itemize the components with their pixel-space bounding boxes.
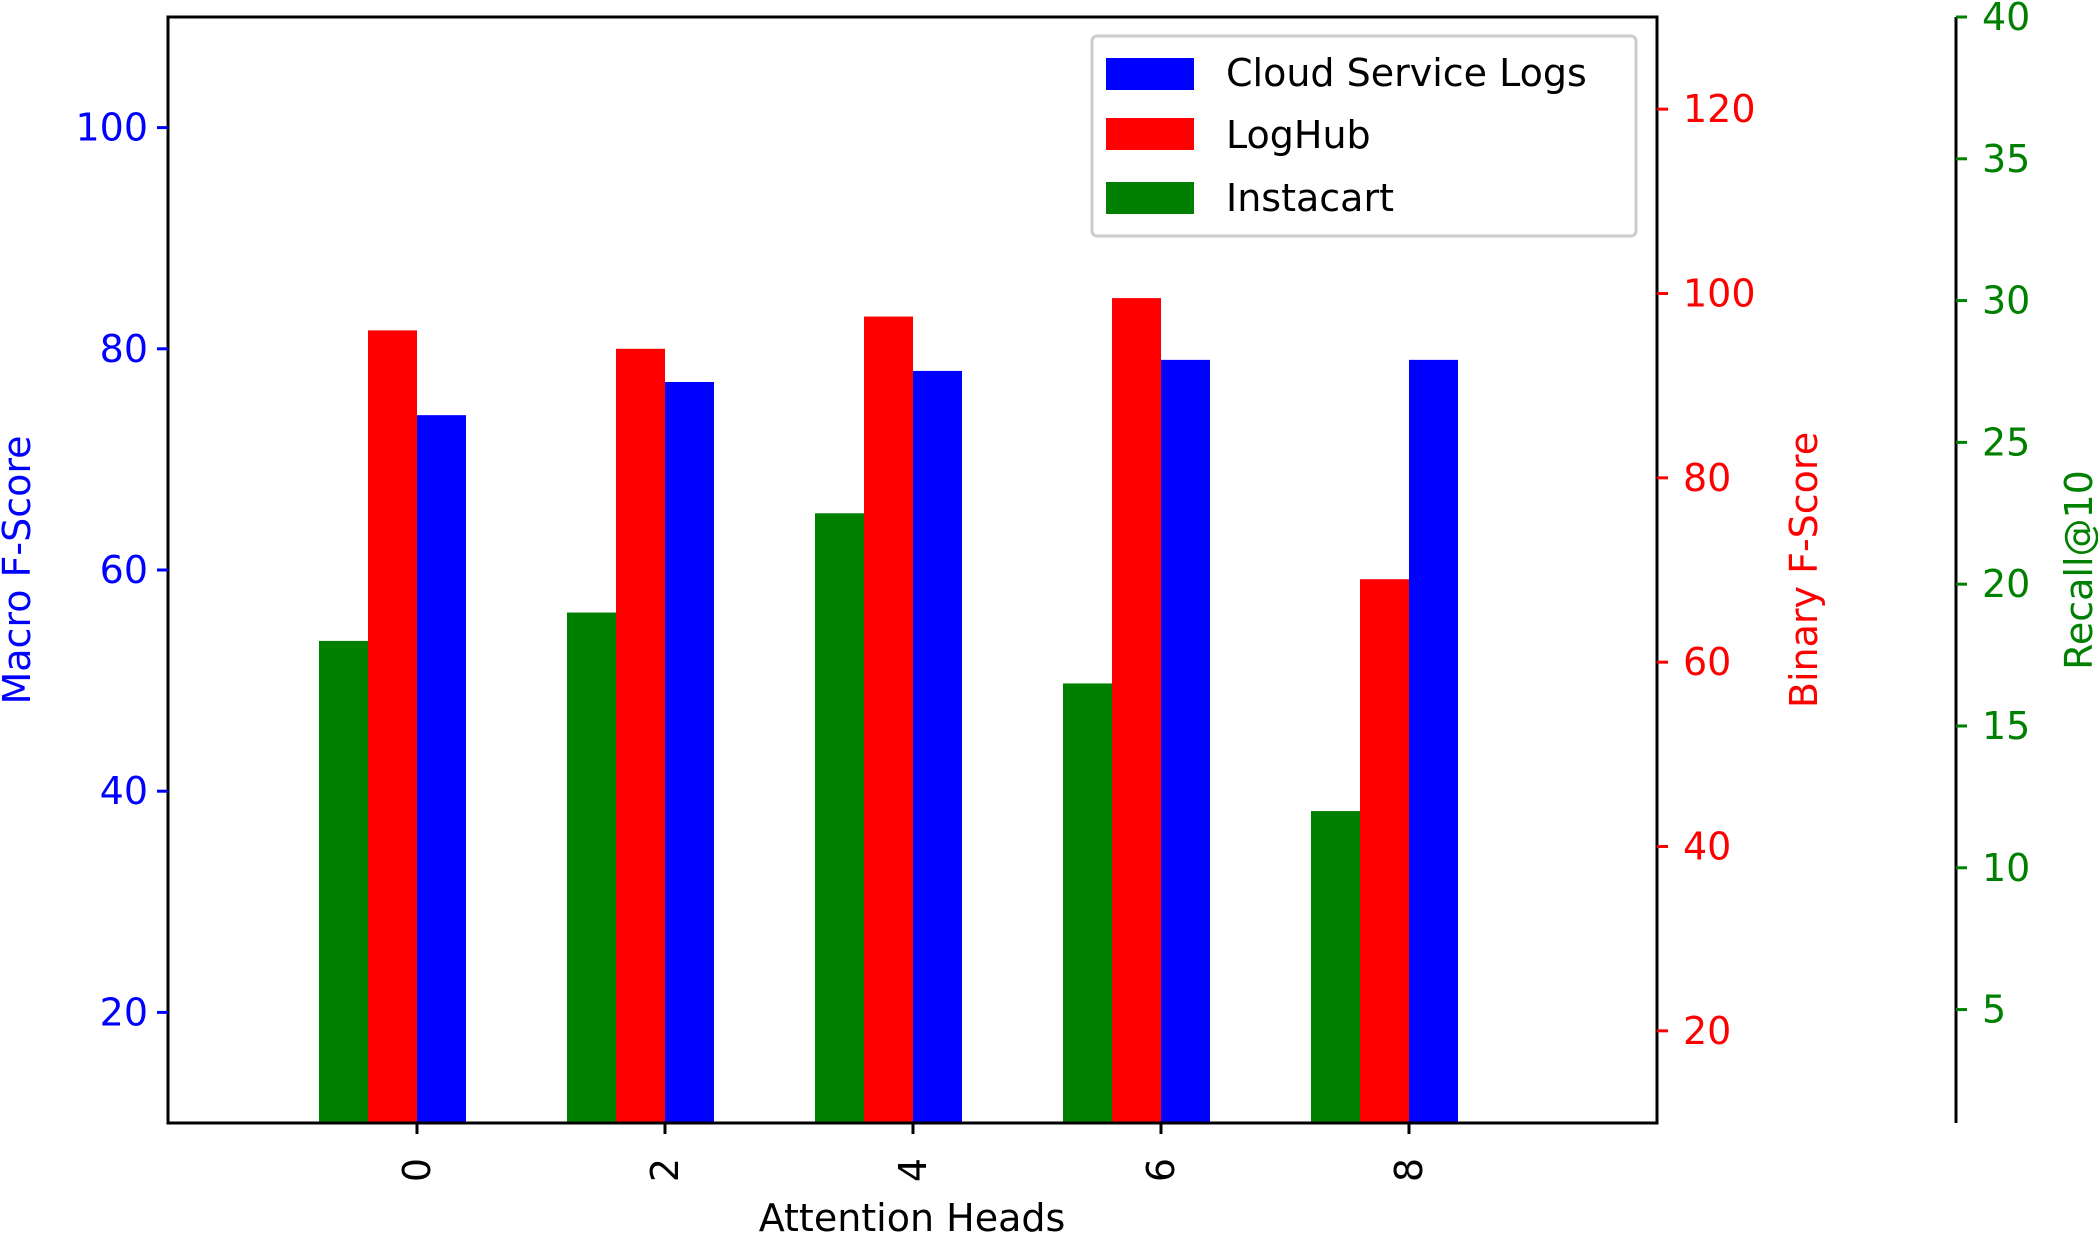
far_right-y-tick-label-10: 10 [1982, 846, 2030, 890]
legend-label-loghub: LogHub [1226, 113, 1371, 157]
bar-instacart-4 [815, 513, 864, 1123]
bar-instacart-8 [1311, 811, 1360, 1123]
legend-frame [1090, 34, 1638, 238]
x-axis: 0 2 4 6 8 [395, 1123, 1431, 1182]
x-tick-label-8: 8 [1387, 1158, 1431, 1182]
x-tick-label-4: 4 [891, 1158, 935, 1182]
right-y-tick-label-20: 20 [1683, 1009, 1731, 1053]
left-y-tick-label-80: 80 [100, 327, 148, 371]
right-y-axis: 20 40 60 80 100 120 [1657, 87, 1756, 1053]
bar-instacart-0 [319, 640, 368, 1123]
bar-loghub-2 [616, 348, 665, 1123]
bar-cloud-service-logs-0 [417, 415, 466, 1123]
far-right-y-axis: 5 10 15 20 25 30 35 40 [1956, 0, 2030, 1032]
right-y-tick-label-60: 60 [1683, 640, 1731, 684]
far_right-y-tick-label-40: 40 [1982, 0, 2030, 39]
bar-loghub-8 [1360, 579, 1409, 1123]
left-y-tick-label-40: 40 [100, 769, 148, 813]
far_right-y-tick-label-5: 5 [1982, 988, 2006, 1032]
right-y-tick-label-100: 100 [1683, 272, 1756, 316]
legend-label-instacart: Instacart [1226, 176, 1394, 220]
legend-swatch-cloud-service-logs [1106, 58, 1194, 90]
bar-loghub-0 [368, 330, 417, 1123]
bar-cloud-service-logs-2 [665, 381, 714, 1124]
far_right-y-tick-label-25: 25 [1982, 420, 2030, 464]
bars-layer [319, 298, 1458, 1124]
bar-cloud-service-logs-4 [913, 370, 962, 1123]
left-y-tick-label-60: 60 [100, 548, 148, 592]
bar-loghub-6 [1112, 298, 1161, 1123]
far_right-y-tick-label-15: 15 [1982, 704, 2030, 748]
legend-swatch-instacart [1106, 182, 1194, 214]
bar-cloud-service-logs-8 [1409, 359, 1458, 1123]
left-y-axis: 20 40 60 80 100 [75, 106, 168, 1034]
bar-instacart-2 [567, 612, 616, 1123]
x-axis-label: Attention Heads [759, 1196, 1066, 1240]
far_right-y-tick-label-20: 20 [1982, 562, 2030, 606]
x-tick-label-6: 6 [1139, 1158, 1183, 1182]
x-tick-label-2: 2 [643, 1158, 687, 1182]
right-y-tick-label-120: 120 [1683, 87, 1756, 131]
bar-instacart-6 [1063, 683, 1112, 1123]
x-tick-label-0: 0 [395, 1158, 439, 1182]
legend-label-cloud-service-logs: Cloud Service Logs [1226, 51, 1587, 95]
left-y-tick-label-100: 100 [75, 106, 148, 150]
left-y-tick-label-20: 20 [100, 990, 148, 1034]
bar-cloud-service-logs-6 [1161, 359, 1210, 1123]
legend: Cloud Service Logs LogHub Instacart [1090, 34, 1638, 238]
far-right-y-axis-label: Recall@10 [2057, 470, 2098, 670]
right-y-tick-label-40: 40 [1683, 825, 1731, 869]
legend-swatch-loghub [1106, 118, 1194, 150]
far_right-y-tick-label-35: 35 [1982, 137, 2030, 181]
right-y-axis-label: Binary F-Score [1782, 432, 1826, 708]
left-y-axis-label: Macro F-Score [0, 435, 39, 704]
bar-loghub-4 [864, 316, 913, 1124]
far_right-y-tick-label-30: 30 [1982, 279, 2030, 323]
right-y-tick-label-80: 80 [1683, 456, 1731, 500]
